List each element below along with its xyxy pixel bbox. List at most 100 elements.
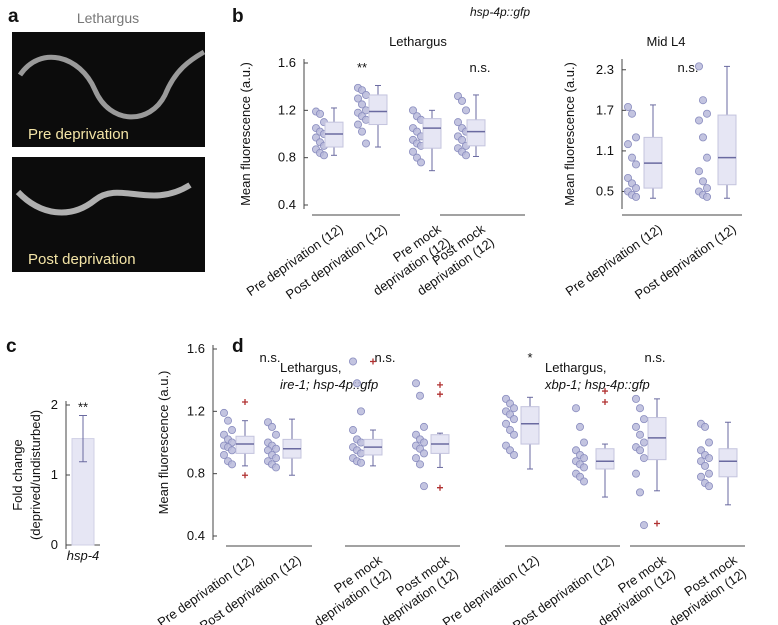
data-point bbox=[353, 94, 362, 103]
data-point bbox=[636, 446, 645, 455]
y-tick-label: 2 bbox=[51, 397, 58, 412]
data-point bbox=[415, 460, 424, 469]
box bbox=[595, 448, 615, 470]
box bbox=[368, 94, 388, 126]
data-point bbox=[705, 469, 714, 478]
y-tick-label: 1.2 bbox=[278, 102, 296, 117]
data-point bbox=[415, 391, 424, 400]
y-tick-label: 1.6 bbox=[187, 341, 205, 356]
y-tick-label: 0 bbox=[51, 537, 58, 552]
x-tick-label: Post mockdeprivation (12) bbox=[657, 552, 749, 625]
data-point bbox=[509, 450, 518, 459]
data-point bbox=[227, 460, 236, 469]
box bbox=[520, 406, 540, 445]
outlier bbox=[654, 520, 660, 527]
data-point bbox=[699, 177, 708, 186]
data-point bbox=[703, 153, 712, 162]
data-point bbox=[219, 450, 228, 459]
data-point bbox=[361, 139, 370, 148]
y-tick-label: 1.6 bbox=[278, 55, 296, 70]
outlier bbox=[602, 398, 608, 405]
chart-title: ire-1; hsp-4p::gfp bbox=[280, 377, 378, 392]
data-point bbox=[636, 430, 645, 439]
data-point bbox=[576, 422, 585, 431]
data-point bbox=[632, 184, 641, 193]
data-point bbox=[267, 422, 276, 431]
data-point bbox=[353, 120, 362, 129]
data-point bbox=[271, 454, 280, 463]
y-axis-label: (deprived/undisturbed) bbox=[28, 410, 43, 540]
chart-title: Lethargus bbox=[389, 34, 447, 49]
data-point bbox=[408, 147, 417, 156]
annotation: n.s. bbox=[470, 60, 491, 75]
data-point bbox=[416, 158, 425, 167]
data-point bbox=[632, 133, 641, 142]
data-point bbox=[453, 118, 462, 127]
box bbox=[647, 417, 667, 461]
annotation: ** bbox=[357, 60, 367, 75]
data-point bbox=[705, 454, 714, 463]
data-point bbox=[580, 454, 589, 463]
data-point bbox=[227, 446, 236, 455]
data-point bbox=[411, 379, 420, 388]
image-label: Post deprivation bbox=[28, 251, 136, 268]
outlier bbox=[370, 358, 376, 365]
outlier bbox=[437, 484, 443, 491]
data-point bbox=[705, 482, 714, 491]
data-point bbox=[223, 416, 232, 425]
data-point bbox=[701, 422, 710, 431]
data-point bbox=[509, 430, 518, 439]
data-point bbox=[628, 153, 637, 162]
data-point bbox=[703, 192, 712, 201]
data-point bbox=[457, 96, 466, 105]
y-tick-label: 1 bbox=[51, 467, 58, 482]
panel-header: hsp-4p::gfp bbox=[470, 5, 530, 19]
annotation: n.s. bbox=[260, 350, 281, 365]
panel-label: b bbox=[232, 6, 244, 27]
data-point bbox=[695, 167, 704, 176]
chart-title: Lethargus, bbox=[545, 360, 606, 375]
data-point bbox=[624, 102, 633, 111]
data-point bbox=[632, 192, 641, 201]
data-point bbox=[509, 415, 518, 424]
annotation: n.s. bbox=[375, 350, 396, 365]
data-point bbox=[419, 438, 428, 447]
data-point bbox=[219, 408, 228, 417]
y-axis-label: Fold change bbox=[10, 439, 25, 511]
data-point bbox=[408, 106, 417, 115]
y-tick-label: 1.7 bbox=[596, 102, 614, 117]
data-point bbox=[628, 109, 637, 118]
box bbox=[717, 114, 737, 186]
y-tick-label: 0.8 bbox=[187, 466, 205, 481]
image-label: Pre deprivation bbox=[28, 126, 129, 143]
y-tick-label: 1.2 bbox=[187, 403, 205, 418]
box bbox=[422, 118, 442, 149]
y-axis-label: Mean fluorescence (a.u.) bbox=[156, 371, 171, 515]
y-tick-label: 0.4 bbox=[187, 528, 205, 543]
micrograph bbox=[12, 157, 205, 272]
outlier bbox=[242, 472, 248, 479]
x-tick-label: hsp-4 bbox=[67, 548, 100, 563]
data-point bbox=[580, 438, 589, 447]
x-tick-label: Pre mockdeprivation (12) bbox=[302, 552, 394, 625]
y-tick-label: 1.1 bbox=[596, 143, 614, 158]
outlier bbox=[437, 381, 443, 388]
data-point bbox=[461, 106, 470, 115]
error-bar bbox=[79, 415, 87, 463]
box bbox=[466, 119, 486, 147]
y-tick-label: 2.3 bbox=[596, 62, 614, 77]
worm bbox=[15, 182, 192, 216]
data-point bbox=[227, 426, 236, 435]
box bbox=[235, 435, 255, 454]
data-point bbox=[357, 127, 366, 136]
y-tick-label: 0.8 bbox=[278, 150, 296, 165]
data-point bbox=[352, 379, 361, 388]
data-point bbox=[632, 422, 641, 431]
data-point bbox=[695, 116, 704, 125]
data-point bbox=[580, 477, 589, 486]
data-point bbox=[271, 444, 280, 453]
data-point bbox=[699, 133, 708, 142]
data-point bbox=[319, 151, 328, 160]
data-point bbox=[411, 454, 420, 463]
